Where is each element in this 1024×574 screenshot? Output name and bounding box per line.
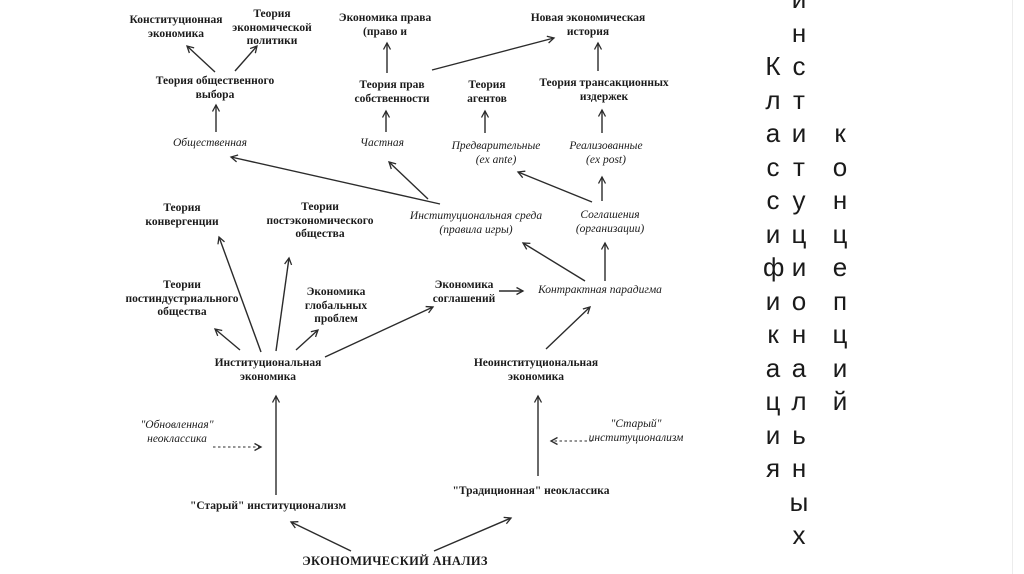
node-institutional-environment: Институциональная среда (правила игры) xyxy=(409,210,543,236)
node-public-property: Общественная xyxy=(172,137,248,149)
arrow xyxy=(289,521,352,552)
node-new-economic-history: Новая экономическая история xyxy=(530,12,646,38)
node-ex-post: Реализованные (ex post) xyxy=(569,140,643,166)
arrow xyxy=(431,35,556,71)
node-agents-theory: Теория агентов xyxy=(467,79,507,105)
node-agreements-economics: Экономика соглашений xyxy=(432,279,496,305)
node-neoinstitutional-economics: Неоинституциональная экономика xyxy=(473,357,599,383)
node-old-institutionalism-label: "Старый" институционализм xyxy=(588,418,684,444)
node-economic-analysis: ЭКОНОМИЧЕСКИЙ АНАЛИЗ xyxy=(302,554,488,568)
node-old-institutionalism: "Старый" институционализм xyxy=(189,500,347,512)
arrow xyxy=(185,45,216,73)
arrow xyxy=(521,242,586,282)
node-property-rights-theory: Теория прав собственности xyxy=(354,79,430,105)
node-economic-policy-theory: Теория экономической политики xyxy=(232,8,312,47)
node-convergence-theory: Теория конвергенции xyxy=(145,202,219,228)
arrow xyxy=(217,235,262,353)
institutional-concepts-diagram: Конституционная экономика Теория экономи… xyxy=(125,8,684,568)
arrow xyxy=(516,170,593,203)
vertical-title-word-3: концепций xyxy=(832,118,848,416)
node-constitutional-economics: Конституционная экономика xyxy=(129,14,223,40)
vertical-title-word-2: институциональных xyxy=(789,0,809,550)
node-private-property: Частная xyxy=(360,137,404,149)
diagram-arrows xyxy=(185,35,610,552)
node-transaction-costs-theory: Теория трансакционных издержек xyxy=(539,77,669,103)
arrow xyxy=(275,256,293,352)
node-posteconomic-society-theories: Теории постэкономического общества xyxy=(266,201,374,240)
node-ex-ante: Предварительные (ex ante) xyxy=(451,140,541,166)
node-institutional-economics: Институциональная экономика xyxy=(214,357,322,383)
node-traditional-neoclassics: "Традиционная" неоклассика xyxy=(452,485,610,497)
node-public-choice-theory: Теория общественного выбора xyxy=(155,75,275,101)
node-global-problems-economics: Экономика глобальных проблем xyxy=(304,286,368,325)
node-agreements: Соглашения (организации) xyxy=(575,209,645,235)
vertical-title-word-1: Классификация xyxy=(763,51,785,483)
node-contract-paradigm: Контрактная парадигма xyxy=(538,284,662,296)
arrow xyxy=(324,305,435,358)
arrow xyxy=(229,154,441,205)
slide-edge-divider xyxy=(1012,0,1013,574)
arrow xyxy=(545,306,591,350)
node-law-economics: Экономика права (право и xyxy=(338,12,432,38)
arrow xyxy=(295,329,320,351)
arrow xyxy=(388,161,429,200)
node-postindustrial-society-theories: Теории постиндустриального общества xyxy=(125,279,239,318)
arrow xyxy=(234,44,258,72)
arrow xyxy=(213,328,241,351)
node-renewed-neoclassics: "Обновленная" неоклассика xyxy=(140,419,214,445)
arrow xyxy=(433,516,513,552)
